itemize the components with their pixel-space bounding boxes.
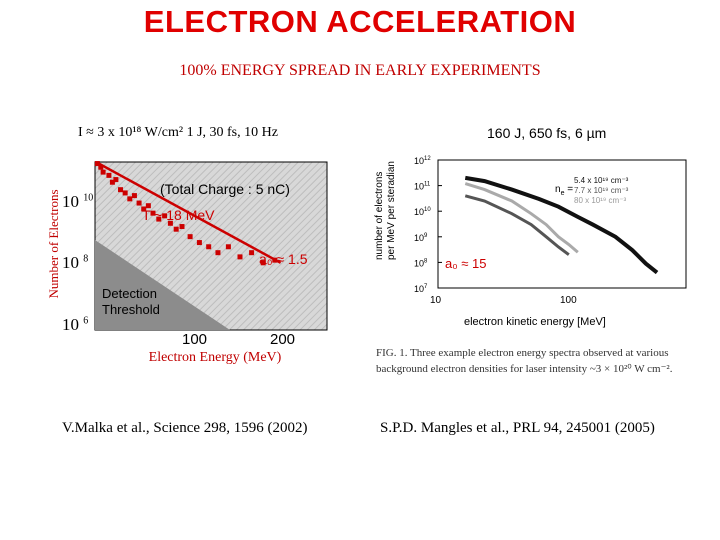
right-x-tick-10: 10	[430, 295, 442, 306]
left-data-point-23	[225, 244, 231, 250]
right-a0-label: a₀ ≈ 15	[445, 256, 486, 271]
left-data-point-3	[106, 172, 112, 178]
left-y-tick-1e6: 10 6	[62, 315, 89, 334]
left-fit-line	[96, 161, 282, 264]
left-data-point-26	[260, 260, 266, 266]
subtitle: 100% ENERGY SPREAD IN EARLY EXPERIMENTS	[179, 62, 541, 79]
legend-entry-2: 7.7 x 10¹⁹ cm⁻³	[574, 186, 629, 195]
right-y-axis-label-line2: per MeV per steradian	[386, 161, 397, 260]
left-data-point-10	[136, 200, 142, 206]
figure-caption: FIG. 1. Three example electron energy sp…	[376, 347, 673, 375]
left-a0-label: a₀ ≈ 1.5	[259, 251, 308, 267]
left-citation: V.Malka et al., Science 298, 1596 (2002)	[62, 420, 308, 436]
right-series-line-2	[464, 194, 570, 256]
left-data-point-19	[187, 234, 193, 240]
left-data-point-5	[113, 177, 119, 183]
right-spectrum-chart: number of electrons per MeV per steradia…	[374, 156, 687, 328]
left-data-point-11	[141, 206, 147, 212]
left-data-point-18	[179, 224, 185, 230]
left-data-point-22	[215, 250, 221, 256]
right-y-tick-label-5: 107	[414, 284, 428, 294]
legend-ne-label: ne =	[555, 184, 573, 197]
left-x-tick-100: 100	[182, 331, 207, 345]
left-data-point-4	[109, 179, 115, 185]
left-data-point-8	[127, 196, 133, 202]
right-y-tick-label-2: 1010	[414, 207, 431, 217]
left-spectrum-chart: (Total Charge : 5 nC) T ~ 18 MeV a₀ ≈ 1.…	[94, 161, 328, 345]
right-data-series	[464, 175, 659, 275]
legend-entry-3: 80 x 10¹⁹ cm⁻³	[574, 196, 626, 205]
right-citation: S.P.D. Mangles et al., PRL 94, 245001 (2…	[380, 420, 655, 436]
left-x-tick-200: 200	[270, 331, 295, 345]
left-y-tick-1e10: 10 10	[62, 192, 94, 211]
left-data-point-17	[173, 226, 179, 232]
detection-threshold-label-line2: Threshold	[102, 302, 160, 317]
left-data-point-20	[196, 240, 202, 246]
left-data-point-24	[237, 254, 243, 260]
detection-threshold-region	[95, 240, 230, 330]
total-charge-label: (Total Charge : 5 nC)	[160, 181, 290, 197]
left-data-point-13	[150, 210, 156, 216]
left-laser-params: I ≈ 3 x 10¹⁸ W/cm² 1 J, 30 fs, 10 Hz	[78, 125, 278, 140]
left-data-point-2	[100, 169, 106, 175]
left-data-point-1	[98, 164, 104, 170]
right-y-ticks: 1012 1011 1010 109 108 107	[414, 156, 442, 294]
right-laser-params: 160 J, 650 fs, 6 µm	[487, 125, 607, 141]
temperature-label: T ~ 18 MeV	[142, 207, 215, 223]
right-y-tick-label-3: 109	[414, 233, 428, 243]
legend-entry-1: 5.4 x 10¹⁹ cm⁻³	[574, 176, 629, 185]
right-y-axis-label-line1: number of electrons	[374, 172, 385, 260]
right-y-tick-label-0: 1012	[414, 156, 431, 166]
left-data-points	[94, 161, 278, 266]
left-data-point-14	[156, 216, 162, 222]
left-data-point-15	[162, 213, 168, 219]
right-x-axis-label: electron kinetic energy [MeV]	[464, 316, 606, 328]
detection-threshold-label-line1: Detection	[102, 286, 157, 301]
left-data-point-6	[118, 187, 124, 193]
right-y-tick-label-4: 108	[414, 258, 428, 268]
right-series-line-1	[464, 182, 579, 254]
left-data-point-7	[122, 190, 128, 196]
right-x-tick-100: 100	[560, 295, 577, 306]
left-data-point-9	[131, 193, 137, 199]
page-title: ELECTRON ACCELERATION	[143, 4, 577, 39]
left-data-point-16	[167, 220, 173, 226]
right-y-tick-label-1: 1011	[414, 182, 431, 192]
right-series-line-0	[464, 175, 659, 275]
left-y-tick-1e8: 10 8	[62, 253, 89, 272]
left-x-axis-label: Electron Energy (MeV)	[148, 350, 282, 365]
left-data-point-25	[249, 250, 255, 256]
left-data-point-21	[206, 244, 212, 250]
left-data-point-12	[145, 203, 151, 209]
